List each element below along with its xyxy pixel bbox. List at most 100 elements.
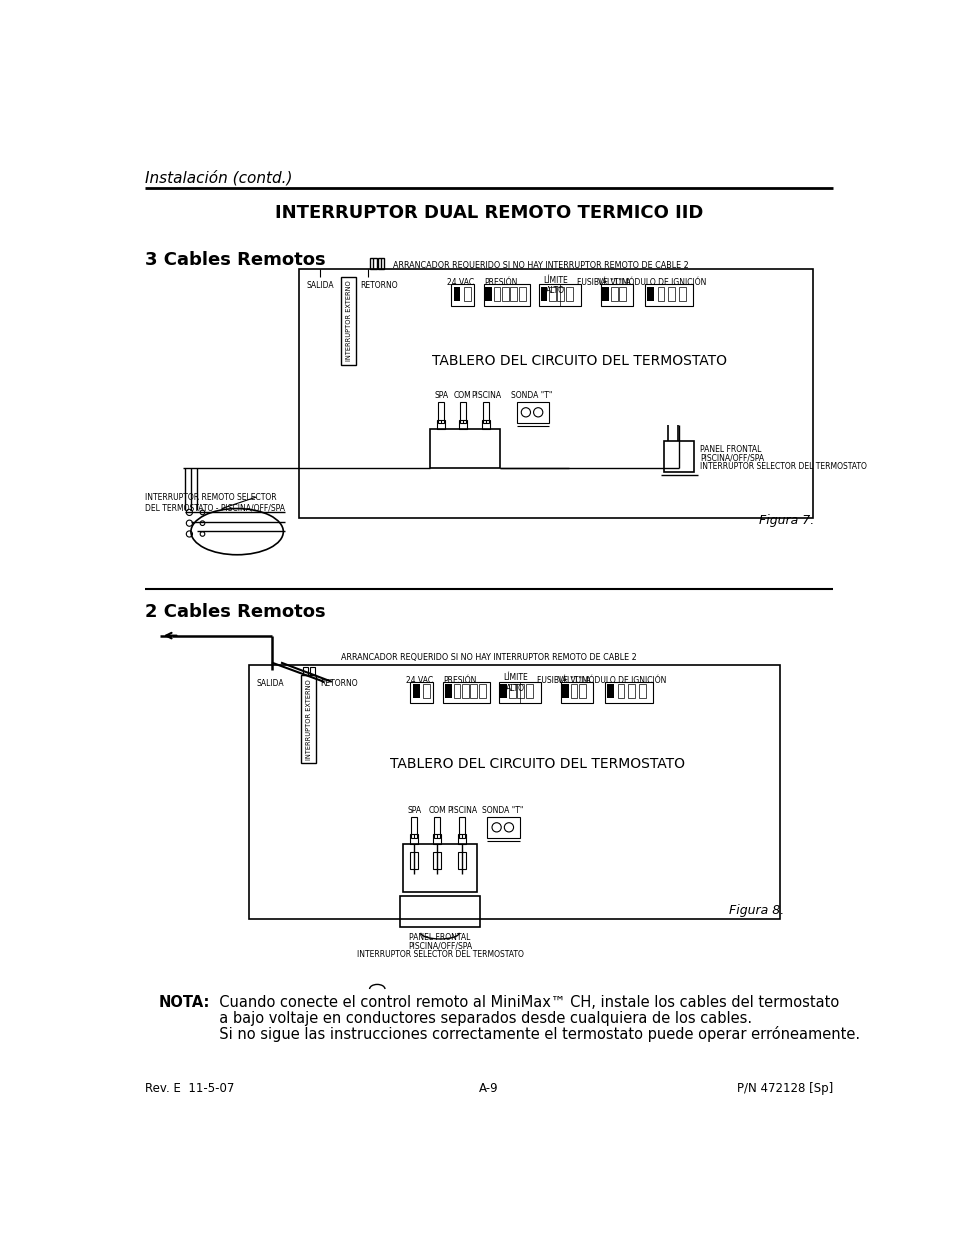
Bar [508, 684, 516, 698]
Bar [453, 684, 460, 698]
Bar [309, 667, 314, 674]
Bar [433, 852, 440, 869]
Text: INTERRUPTOR DUAL REMOTO TERMICO IID: INTERRUPTOR DUAL REMOTO TERMICO IID [274, 204, 702, 221]
Text: ARRANCADOR REQUERIDO SI NO HAY INTERRUPTOR REMOTO DE CABLE 2: ARRANCADOR REQUERIDO SI NO HAY INTERRUPT… [341, 653, 637, 662]
Bar [610, 287, 617, 300]
Bar [606, 684, 613, 698]
Bar [410, 682, 433, 704]
Bar [517, 684, 524, 698]
Bar [657, 287, 664, 300]
Text: FUSIBLE "T": FUSIBLE "T" [537, 676, 582, 684]
Text: RETORNO: RETORNO [360, 280, 397, 290]
Bar [508, 684, 516, 698]
Bar [628, 684, 635, 698]
Text: P/N 472128 [Sp]: P/N 472128 [Sp] [736, 1082, 832, 1095]
Bar [493, 287, 500, 300]
Text: PRESIÓN: PRESIÓN [443, 676, 476, 684]
Bar [570, 684, 577, 698]
Text: NOTA:: NOTA: [158, 995, 210, 1010]
Bar [525, 684, 533, 698]
Text: TABLERO DEL CIRCUITO DEL TERMOSTATO: TABLERO DEL CIRCUITO DEL TERMOSTATO [390, 757, 684, 772]
Text: INTERRUPTOR EXTERNO: INTERRUPTOR EXTERNO [305, 679, 312, 760]
Bar [570, 684, 577, 698]
Text: Figura 8.: Figura 8. [728, 904, 783, 916]
Text: 24 VAC: 24 VAC [406, 676, 433, 684]
Bar [561, 684, 568, 698]
Bar [517, 401, 548, 424]
Bar [510, 287, 517, 300]
Bar [249, 664, 780, 919]
Text: INTERRUPTOR REMOTO SELECTOR
DEL TERMOSTATO - PISCINA/OFF/SPA: INTERRUPTOR REMOTO SELECTOR DEL TERMOSTA… [145, 493, 284, 513]
Bar [341, 277, 356, 366]
Bar [518, 287, 525, 300]
Text: PANEL FRONTAL: PANEL FRONTAL [700, 445, 760, 453]
Bar [423, 684, 430, 698]
Text: RETORNO: RETORNO [320, 679, 357, 688]
Bar [423, 684, 430, 698]
Text: TABLERO DEL CIRCUITO DEL TERMOSTATO: TABLERO DEL CIRCUITO DEL TERMOSTATO [431, 353, 726, 368]
Text: SPA: SPA [434, 391, 448, 400]
Bar [557, 287, 564, 300]
Bar [493, 287, 500, 300]
Bar [302, 667, 308, 674]
Bar [664, 441, 693, 472]
Bar [437, 401, 444, 424]
Bar [478, 684, 485, 698]
Text: COM: COM [454, 391, 471, 400]
Bar [457, 834, 465, 845]
Bar [370, 258, 376, 269]
Bar [501, 287, 508, 300]
Bar [501, 287, 508, 300]
Bar [644, 284, 692, 306]
Bar [461, 684, 469, 698]
Bar [399, 895, 480, 926]
Text: Cuando conecte el control remoto al MiniMax™ CH, instale los cables del termosta: Cuando conecte el control remoto al Mini… [210, 995, 839, 1010]
Bar [470, 684, 476, 698]
Bar [639, 684, 645, 698]
Bar [413, 684, 419, 698]
Text: Rev. E  11-5-07: Rev. E 11-5-07 [145, 1082, 233, 1095]
Bar [436, 420, 444, 430]
Text: SPA: SPA [407, 806, 421, 815]
Text: COM: COM [428, 806, 446, 815]
Bar [500, 684, 507, 698]
Bar [668, 287, 675, 300]
Text: INTERRUPTOR EXTERNO: INTERRUPTOR EXTERNO [345, 280, 352, 362]
Text: 24 VAC: 24 VAC [446, 278, 474, 288]
Text: Instalación (contd.): Instalación (contd.) [145, 169, 292, 185]
Text: INTERRUPTOR SELECTOR DEL TERMOSTATO: INTERRUPTOR SELECTOR DEL TERMOSTATO [700, 462, 866, 471]
Bar [484, 287, 492, 300]
Text: VÁLVULA: VÁLVULA [597, 278, 631, 288]
Bar [498, 682, 540, 704]
Bar [461, 684, 469, 698]
Bar [565, 287, 572, 300]
Bar [604, 682, 652, 704]
Bar [301, 674, 316, 763]
Bar [578, 684, 585, 698]
Bar [430, 430, 499, 468]
Text: SONDA "T": SONDA "T" [481, 806, 523, 815]
Bar [668, 287, 675, 300]
Text: PANEL FRONTAL: PANEL FRONTAL [409, 932, 470, 942]
Bar [434, 816, 440, 839]
Bar [377, 258, 384, 269]
Text: ARRANCADOR REQUERIDO SI NO HAY INTERRUPTOR REMOTO DE CABLE 2: ARRANCADOR REQUERIDO SI NO HAY INTERRUPT… [393, 261, 688, 269]
Bar [481, 420, 489, 430]
Text: MÓDULO DE IGNICIÓN: MÓDULO DE IGNICIÓN [581, 676, 666, 684]
Bar [483, 284, 529, 306]
Bar [617, 684, 624, 698]
Bar [601, 287, 608, 300]
Bar [433, 834, 440, 845]
Bar [639, 684, 645, 698]
Bar [560, 682, 592, 704]
Bar [548, 287, 556, 300]
Bar [548, 287, 556, 300]
Text: SONDA "T": SONDA "T" [511, 391, 552, 400]
Bar [410, 834, 417, 845]
Text: PISCINA/OFF/SPA: PISCINA/OFF/SPA [408, 941, 472, 950]
Bar [464, 287, 471, 300]
Bar [410, 852, 417, 869]
Bar [610, 287, 617, 300]
Bar [517, 684, 524, 698]
Bar [403, 845, 476, 892]
